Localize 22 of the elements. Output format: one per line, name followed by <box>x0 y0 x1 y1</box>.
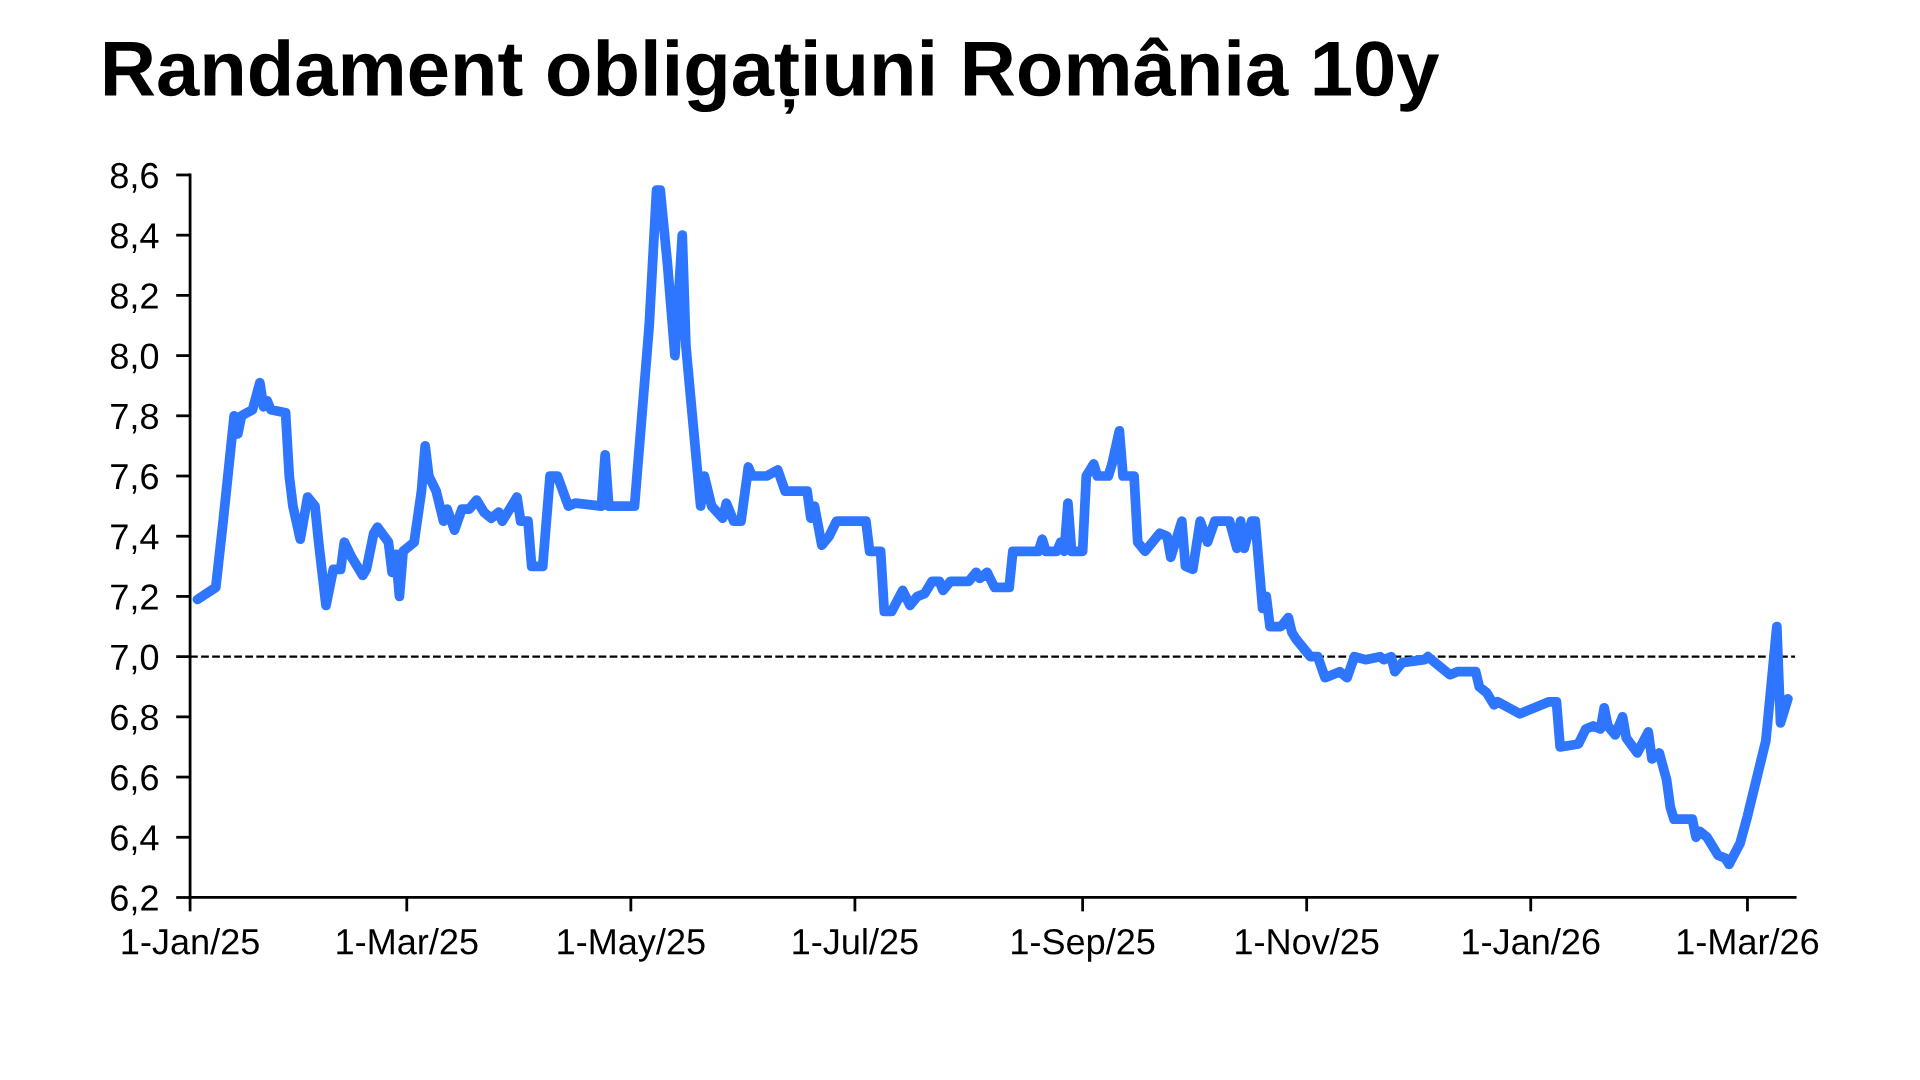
y-tick-label: 6,8 <box>111 704 158 735</box>
x-tick-label: 1-Jan/26 <box>1463 928 1600 955</box>
y-tick-label: 7,4 <box>111 524 159 554</box>
x-tick-label: 1-Mar/26 <box>1677 928 1819 955</box>
y-tick-label: 8,2 <box>110 283 158 314</box>
y-tick-label: 6,4 <box>111 825 159 855</box>
y-tick-label: 8,0 <box>110 343 159 374</box>
chart-title: Randament obligațiuni România 10y <box>105 37 1440 114</box>
x-tick-label: 1-Sep/25 <box>1012 928 1155 962</box>
y-tick-label: 6,6 <box>111 764 158 795</box>
y-tick-label: 7,8 <box>111 403 158 434</box>
y-tick-label: 8,4 <box>110 223 159 253</box>
y-tick-label: 7,2 <box>111 584 158 615</box>
x-tick-label: 1-Nov/25 <box>1236 928 1379 955</box>
y-tick-label: 7,6 <box>111 463 158 494</box>
y-tick-label: 6,2 <box>111 885 158 916</box>
x-tick-label: 1-Jul/25 <box>793 928 918 955</box>
x-tick-label: 1-May/25 <box>558 928 705 962</box>
x-tick-label: 1-Mar/25 <box>337 928 478 955</box>
y-tick-label: 8,6 <box>110 162 158 193</box>
y-tick-label: 7,0 <box>111 644 159 675</box>
x-tick-label: 1-Jan/25 <box>122 928 259 955</box>
